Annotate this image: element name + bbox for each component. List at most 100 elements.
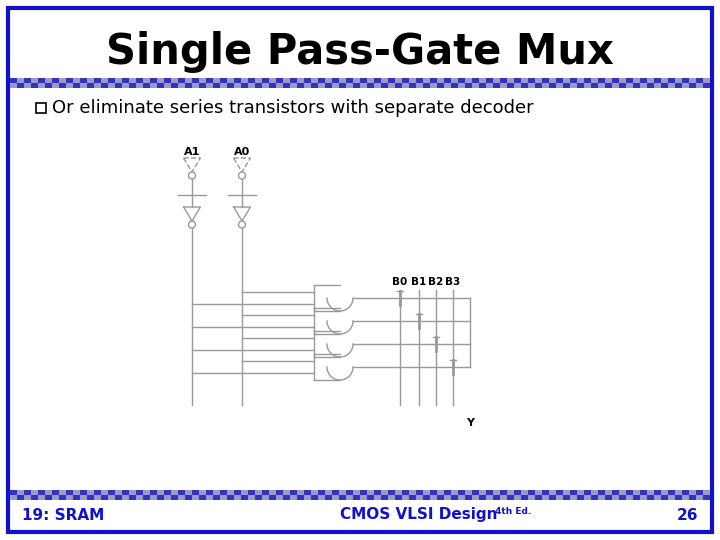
Bar [150,495,157,500]
Bar [493,83,500,88]
Bar [381,83,388,88]
Bar [360,83,367,88]
Bar [437,495,444,500]
Bar [283,78,290,83]
Bar [346,495,353,500]
Bar [598,78,605,83]
Bar [10,83,17,88]
Bar [654,83,661,88]
Bar [234,83,241,88]
Bar [339,495,346,500]
Bar [416,78,423,83]
Bar [605,495,612,500]
Bar [465,490,472,495]
Bar [479,78,486,83]
Bar [577,83,584,88]
Bar [353,495,360,500]
Bar [185,78,192,83]
Bar [269,83,276,88]
Bar [584,78,591,83]
Bar [472,495,479,500]
Bar [535,490,542,495]
Bar [346,490,353,495]
Bar [24,78,31,83]
Bar [542,495,549,500]
Bar [73,78,80,83]
Bar [640,78,647,83]
Bar [346,78,353,83]
Bar [297,83,304,88]
Bar [332,83,339,88]
Bar [31,490,38,495]
Bar [626,495,633,500]
Bar [444,83,451,88]
Bar [451,78,458,83]
Bar [402,78,409,83]
Bar [80,490,87,495]
Bar [444,78,451,83]
Bar [402,490,409,495]
Bar [395,78,402,83]
Bar [59,495,66,500]
Bar [696,78,703,83]
Bar [52,495,59,500]
Bar [367,83,374,88]
Bar [171,490,178,495]
Bar [234,78,241,83]
Text: Or eliminate series transistors with separate decoder: Or eliminate series transistors with sep… [52,99,534,117]
Bar [143,78,150,83]
Bar [549,490,556,495]
Bar [171,495,178,500]
Bar [66,83,73,88]
Bar [304,490,311,495]
Bar [430,78,437,83]
Text: B0: B0 [392,277,408,287]
Bar [171,83,178,88]
Bar [332,495,339,500]
Bar [416,490,423,495]
Bar [360,490,367,495]
Bar [549,83,556,88]
Bar [675,78,682,83]
Bar [689,78,696,83]
Bar [591,83,598,88]
Bar [493,78,500,83]
Bar [115,490,122,495]
Bar [185,495,192,500]
Bar [248,495,255,500]
Bar [227,78,234,83]
Bar [73,490,80,495]
Bar [59,490,66,495]
Bar [682,490,689,495]
Bar [339,490,346,495]
Bar [486,83,493,88]
Bar [31,495,38,500]
Text: Y: Y [466,418,474,428]
Bar [472,78,479,83]
Bar [339,78,346,83]
Bar [423,78,430,83]
Bar [633,495,640,500]
Bar [52,83,59,88]
Bar [192,83,199,88]
Bar [241,490,248,495]
Bar [619,490,626,495]
Bar [612,495,619,500]
Bar [374,83,381,88]
Bar [150,78,157,83]
Bar [164,495,171,500]
Bar [696,490,703,495]
Bar [661,78,668,83]
Bar [276,78,283,83]
Bar [157,490,164,495]
Bar [598,490,605,495]
Bar [584,490,591,495]
Bar [668,83,675,88]
Bar [409,490,416,495]
Bar [388,83,395,88]
Bar [269,78,276,83]
Bar [514,490,521,495]
Bar [80,495,87,500]
Bar [353,490,360,495]
Bar [605,78,612,83]
